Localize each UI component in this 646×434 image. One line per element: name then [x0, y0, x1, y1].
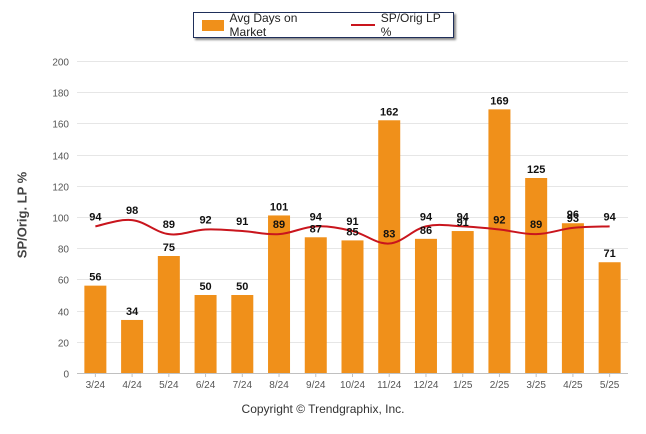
copyright-text: Copyright © Trendgraphix, Inc.: [241, 402, 405, 416]
x-tick-label: 3/25: [526, 380, 546, 391]
line-value-label: 94: [457, 211, 470, 223]
line-value-label: 94: [420, 211, 433, 223]
bar: [194, 295, 217, 373]
bar: [488, 109, 511, 374]
x-tick-label: 5/24: [159, 380, 179, 391]
bar-value-label: 101: [270, 201, 288, 213]
line-value-label: 94: [310, 211, 323, 223]
bar-value-label: 87: [310, 223, 322, 235]
bar: [268, 215, 291, 373]
bar: [341, 240, 364, 373]
y-tick-label: 140: [52, 152, 69, 163]
x-tick-label: 2/25: [490, 380, 510, 391]
line-value-label: 91: [236, 216, 248, 228]
bar: [378, 120, 401, 373]
x-tick-label: 10/24: [340, 380, 365, 391]
line-value-label: 89: [273, 219, 285, 231]
bar-value-label: 91: [457, 217, 469, 229]
bar: [451, 231, 474, 373]
y-tick-label: 180: [52, 89, 69, 100]
x-tick-label: 9/24: [306, 380, 326, 391]
bar: [84, 285, 107, 373]
bar-value-label: 50: [199, 281, 211, 293]
bar-value-label: 56: [89, 272, 101, 284]
x-tick-label: 12/24: [413, 380, 438, 391]
line-value-label: 92: [493, 214, 505, 226]
y-tick-label: 60: [58, 276, 70, 287]
bar-value-label: 86: [420, 225, 432, 237]
x-tick-label: 8/24: [269, 380, 289, 391]
bar-value-label: 85: [346, 226, 358, 238]
line-value-label: 89: [163, 219, 175, 231]
x-tick-label: 6/24: [196, 380, 216, 391]
line-value-label: 94: [89, 211, 102, 223]
line-value-label: 94: [604, 211, 617, 223]
line-value-label: 83: [383, 229, 395, 241]
bar-value-label: 50: [236, 281, 248, 293]
line-value-label: 91: [346, 216, 358, 228]
y-tick-label: 160: [52, 120, 69, 131]
x-tick-label: 11/24: [377, 380, 402, 391]
bar-value-label: 125: [527, 164, 545, 176]
legend-bar-swatch: [202, 19, 224, 31]
bar: [231, 295, 254, 373]
legend: Avg Days on Market SP/Orig LP %: [193, 11, 454, 39]
bar: [304, 237, 327, 373]
legend-bar-label: Avg Days on Market: [229, 11, 298, 39]
bar: [598, 262, 621, 373]
x-tick-label: 4/24: [122, 380, 142, 391]
x-tick-label: 3/24: [86, 380, 106, 391]
bar-value-label: 162: [380, 106, 398, 118]
x-tick-label: 4/25: [563, 380, 583, 391]
line-value-label: 93: [567, 213, 579, 225]
x-tick-label: 1/25: [453, 380, 473, 391]
legend-line-swatch: [351, 24, 375, 26]
y-tick-label: 100: [52, 214, 69, 225]
legend-line-label: SP/Orig LP %: [380, 11, 441, 39]
y-tick-label: 200: [52, 58, 69, 69]
bar-value-label: 75: [163, 242, 175, 254]
line-value-label: 92: [199, 214, 211, 226]
y-axis-label: SP/Orig. LP %: [14, 171, 30, 259]
y-tick-label: 80: [58, 245, 70, 256]
bar-value-label: 71: [604, 248, 616, 260]
y-tick-label: 0: [63, 370, 69, 381]
bar: [121, 319, 144, 373]
line-value-label: 98: [126, 205, 138, 217]
x-tick-label: 7/24: [233, 380, 253, 391]
line-series: [95, 218, 610, 245]
bar: [561, 223, 584, 373]
bar-value-label: 169: [490, 95, 508, 107]
line-value-label: 89: [530, 219, 542, 231]
y-tick-label: 40: [58, 308, 70, 319]
bar-value-label: 34: [126, 306, 139, 318]
y-tick-label: 120: [52, 183, 69, 194]
bar: [525, 178, 548, 373]
bar: [157, 256, 180, 373]
y-tick-label: 20: [58, 339, 70, 350]
x-tick-label: 5/25: [600, 380, 620, 391]
bar-value-label: 96: [567, 209, 579, 221]
bar: [414, 238, 437, 373]
